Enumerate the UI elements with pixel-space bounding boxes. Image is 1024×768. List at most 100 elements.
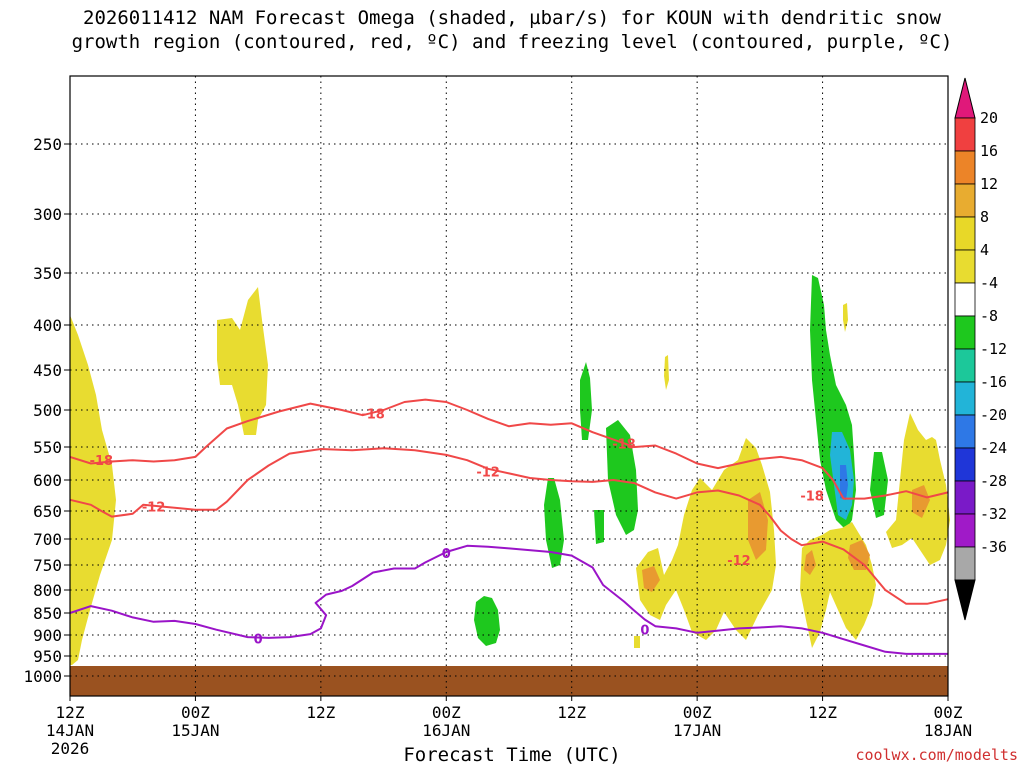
colorbar: 20 16 12 8 4 -4 -8 -12 -16 -20 -24 -28 -32 -36 bbox=[954, 77, 1007, 621]
omega-region-green bbox=[606, 420, 638, 535]
omega-region-green bbox=[474, 596, 500, 646]
colorbar-label: 8 bbox=[980, 208, 989, 226]
contour-label: -18 bbox=[612, 437, 636, 452]
y-tick-label: 650 bbox=[33, 502, 62, 521]
ground-surface bbox=[70, 666, 948, 696]
x-tick-label: 12Z bbox=[557, 703, 586, 722]
colorbar-label: -4 bbox=[980, 274, 998, 292]
colorbar-swatch bbox=[954, 348, 976, 383]
contour-label: -12 bbox=[727, 554, 751, 569]
chart-title-line2: growth region (contoured, red, ºC) and f… bbox=[71, 31, 953, 53]
x-tick-label: 14JAN bbox=[46, 721, 94, 740]
contour-label: -18 bbox=[800, 490, 824, 505]
colorbar-swatch bbox=[954, 117, 976, 152]
colorbar-swatch bbox=[954, 315, 976, 350]
x-tick-label: 12Z bbox=[56, 703, 85, 722]
omega-region-green bbox=[594, 510, 604, 544]
omega-region-blue bbox=[840, 465, 848, 500]
colorbar-swatch bbox=[954, 546, 976, 581]
y-tick-label: 300 bbox=[33, 205, 62, 224]
omega-region-orange bbox=[642, 566, 660, 592]
colorbar-label: 12 bbox=[980, 175, 998, 193]
credit-link[interactable]: coolwx.com/modelts bbox=[855, 746, 1018, 764]
colorbar-swatch bbox=[954, 447, 976, 482]
y-tick-label: 450 bbox=[33, 361, 62, 380]
colorbar-label: -16 bbox=[980, 373, 1007, 391]
colorbar-swatch bbox=[954, 150, 976, 185]
chart-title: 2026011412 NAM Forecast Omega (shaded, µ… bbox=[0, 6, 1024, 54]
colorbar-swatch bbox=[954, 183, 976, 218]
colorbar-swatch bbox=[954, 480, 976, 515]
contours: -18 -18 -18 -18 -12 -12 -12 0 0 0 bbox=[69, 398, 949, 655]
chart-title-line1: 2026011412 NAM Forecast Omega (shaded, µ… bbox=[83, 7, 941, 29]
colorbar-top-arrow bbox=[954, 77, 976, 119]
omega-region-yellow bbox=[217, 287, 268, 435]
y-tick-label: 800 bbox=[33, 581, 62, 600]
y-tick-label: 350 bbox=[33, 264, 62, 283]
colorbar-label: -12 bbox=[980, 340, 1007, 358]
x-tick-label: 00Z bbox=[683, 703, 712, 722]
omega-region-green bbox=[544, 478, 564, 568]
colorbar-swatch bbox=[954, 414, 976, 449]
omega-region-yellow bbox=[664, 355, 669, 390]
omega-region-yellow bbox=[843, 303, 848, 332]
y-tick-label: 550 bbox=[33, 438, 62, 457]
y-tick-label: 750 bbox=[33, 556, 62, 575]
y-tick-label: 700 bbox=[33, 530, 62, 549]
colorbar-swatch bbox=[954, 216, 976, 251]
contour-label: -12 bbox=[142, 501, 166, 516]
contour-line bbox=[69, 447, 949, 605]
contour-label: -12 bbox=[476, 465, 500, 480]
colorbar-label: -20 bbox=[980, 406, 1007, 424]
omega-region-orange bbox=[804, 550, 816, 575]
x-tick-label: 15JAN bbox=[171, 721, 219, 740]
y-tick-label: 400 bbox=[33, 316, 62, 335]
y-tick-label: 950 bbox=[33, 647, 62, 666]
x-tick-label: 00Z bbox=[432, 703, 461, 722]
contour-label: 0 bbox=[640, 624, 649, 639]
contour-label: -18 bbox=[361, 408, 385, 423]
colorbar-swatch bbox=[954, 513, 976, 548]
x-tick-label: 00Z bbox=[934, 703, 963, 722]
colorbar-label: 20 bbox=[980, 109, 998, 127]
colorbar-label: -28 bbox=[980, 472, 1007, 490]
colorbar-swatch bbox=[954, 249, 976, 284]
omega-region-green bbox=[870, 452, 888, 518]
omega-region-yellow bbox=[800, 522, 876, 648]
y-tick-label: 900 bbox=[33, 626, 62, 645]
y-tick-label: 600 bbox=[33, 471, 62, 490]
contour-label: -18 bbox=[90, 454, 114, 469]
colorbar-label: -24 bbox=[980, 439, 1007, 457]
y-tick-label: 250 bbox=[33, 135, 62, 154]
x-tick-label: 2026 bbox=[51, 739, 90, 758]
colorbar-label: 16 bbox=[980, 142, 998, 160]
y-tick-label: 500 bbox=[33, 401, 62, 420]
y-axis: 250 300 350 400 450 500 550 600 650 700 750 800 850 9… bbox=[23, 135, 70, 686]
colorbar-label: -8 bbox=[980, 307, 998, 325]
x-tick-label: 12Z bbox=[306, 703, 335, 722]
contour-label: 0 bbox=[254, 632, 263, 647]
y-tick-label: 1000 bbox=[23, 667, 62, 686]
y-tick-label: 850 bbox=[33, 604, 62, 623]
x-tick-label: 12Z bbox=[808, 703, 837, 722]
omega-region-yellow bbox=[634, 636, 640, 648]
x-axis-title: Forecast Time (UTC) bbox=[403, 744, 621, 766]
colorbar-bottom-arrow bbox=[954, 579, 976, 621]
x-tick-label: 17JAN bbox=[673, 721, 721, 740]
contour-line bbox=[69, 398, 949, 500]
colorbar-label: -36 bbox=[980, 538, 1007, 556]
colorbar-swatch bbox=[954, 282, 976, 317]
colorbar-label: 4 bbox=[980, 241, 989, 259]
contour-label: 0 bbox=[442, 547, 451, 562]
plot-frame bbox=[69, 75, 949, 697]
colorbar-swatch bbox=[954, 381, 976, 416]
chart-grid bbox=[70, 76, 948, 696]
x-tick-label: 18JAN bbox=[924, 721, 972, 740]
omega-region-orange bbox=[848, 540, 870, 570]
omega-shading bbox=[70, 275, 950, 696]
x-tick-label: 16JAN bbox=[422, 721, 470, 740]
colorbar-label: -32 bbox=[980, 505, 1007, 523]
contour-line bbox=[69, 544, 948, 655]
